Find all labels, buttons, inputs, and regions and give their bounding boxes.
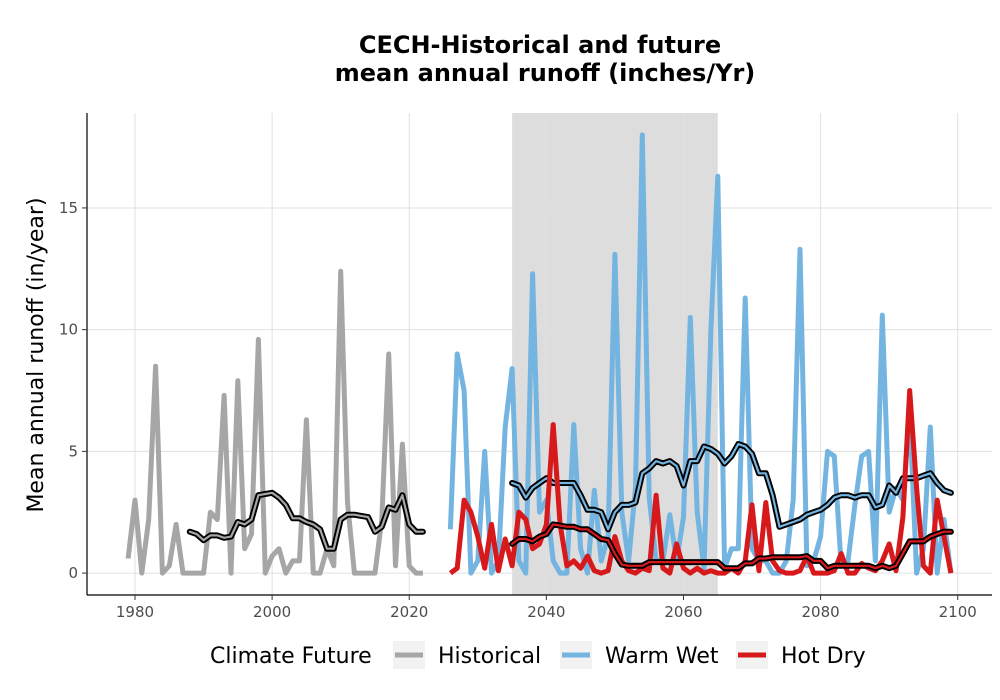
y-axis-ticks: 0 5 10 15	[59, 199, 87, 582]
y-tick-label: 10	[59, 321, 78, 339]
chart-title-line-1: CECH-Historical and future	[359, 31, 721, 59]
series-historical-line	[125, 268, 423, 576]
chart-title-line-2: mean annual runoff (inches/Yr)	[335, 59, 756, 87]
y-tick-label: 15	[59, 199, 78, 217]
legend-label-hot-dry: Hot Dry	[781, 644, 866, 669]
legend-label-historical: Historical	[438, 644, 541, 669]
x-tick-label: 2100	[939, 603, 977, 621]
y-tick-label: 5	[68, 442, 78, 460]
y-axis-title: Mean annual runoff (in/year)	[24, 197, 49, 512]
x-tick-label: 2000	[253, 603, 291, 621]
legend-title: Climate Future	[210, 644, 372, 669]
x-tick-label: 2020	[390, 603, 428, 621]
x-axis-ticks: 1980 2000 2020 2040 2060 2080 2100	[116, 595, 977, 621]
x-tick-label: 2040	[527, 603, 565, 621]
y-tick-label: 0	[68, 564, 78, 582]
chart-title: CECH-Historical and future mean annual r…	[335, 31, 756, 87]
series-warm-wet-line	[447, 132, 954, 576]
x-tick-label: 2080	[802, 603, 840, 621]
plot-area	[86, 113, 992, 596]
x-tick-label: 2060	[664, 603, 702, 621]
legend: Climate Future Historical Warm Wet Hot Dry	[210, 641, 866, 669]
series-warm-wet-smooth-line	[510, 443, 953, 531]
series-historical-smooth-line	[188, 491, 424, 550]
x-tick-label: 1980	[116, 603, 154, 621]
series-hot-dry-smooth-line	[510, 523, 953, 570]
legend-label-warm-wet: Warm Wet	[605, 644, 719, 669]
